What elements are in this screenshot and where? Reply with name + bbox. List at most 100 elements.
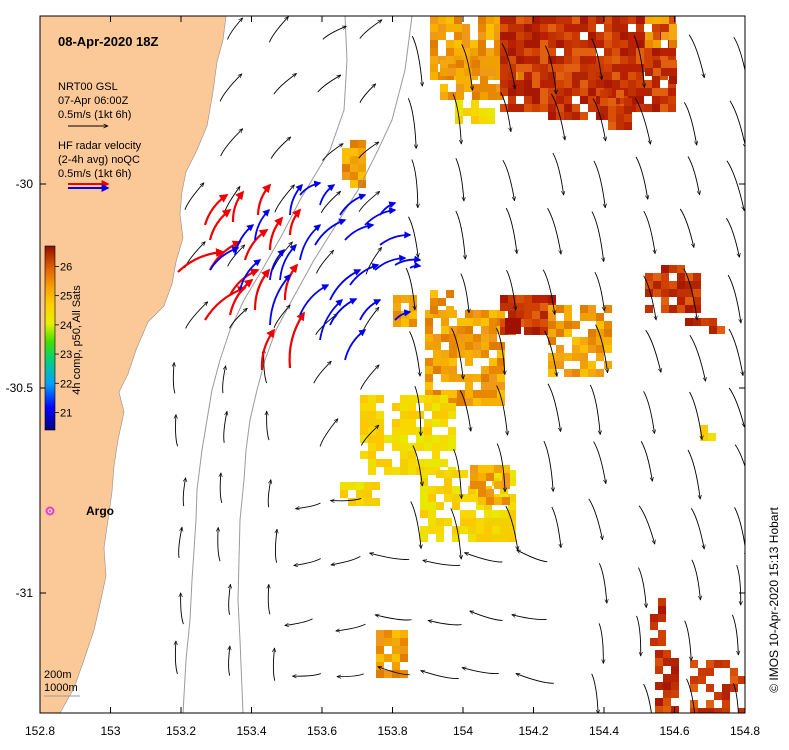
model-vector [267,480,271,508]
x-tick-label: 154.8 [730,724,760,738]
radar-vector-blue [299,180,322,196]
radar-vector-red [288,311,305,369]
argo-float-marker[interactable] [45,506,55,516]
model-vector [358,191,380,212]
model-vector [270,137,291,159]
model-legend: NRT00 GSL 07-Apr 06:00Z 0.5m/s (1kt 6h) [58,81,131,126]
model-vector [501,43,515,89]
model-vector [370,553,410,560]
model-vector [496,385,508,436]
model-vector [185,302,208,329]
model-vector [505,207,517,253]
model-vector [684,620,692,661]
radar-vector-blue [329,298,358,326]
radar-vector-blue [379,201,397,216]
radar-vector-blue [234,224,255,256]
x-tick-label: 154.6 [659,724,689,738]
model-vector [500,92,511,131]
model-vector [229,646,230,676]
model-vector [268,584,270,615]
x-tick-label: 153 [100,724,120,738]
model-vector [267,411,270,441]
model-vector [688,34,704,78]
radar-vector-blue [349,263,380,286]
colorbar-tick-label: 23 [60,349,72,361]
model-vector [316,250,333,274]
contour-1000m [237,16,413,713]
model-vector [550,93,565,140]
model-vector [275,529,277,563]
x-axis-labels: 152.8 153 153.2 153.4 153.6 153.8 154 15… [25,724,760,738]
legend-model-line: NRT00 GSL [58,81,118,93]
x-tick-label: 154.2 [518,724,548,738]
model-vector [496,327,505,374]
model-vector [512,615,547,620]
colorbar-tick-label: 26 [60,261,72,273]
radar-vector-red [177,248,225,273]
model-vector [727,274,741,323]
model-vector [517,549,548,563]
model-vector [178,527,182,559]
model-vector [643,210,655,254]
radar-vector-blue [279,243,298,281]
model-vector [218,527,221,562]
model-vector [643,391,655,433]
model-vector [222,366,226,394]
radar-vector-blue [269,273,291,326]
model-vector [407,98,416,148]
model-vector [516,674,554,684]
model-vector [638,505,655,544]
legend-radar-line: (2-4h avg) noQC [58,154,140,166]
model-vector [589,384,600,435]
model-vector [317,74,341,93]
colorbar-tick-label: 21 [60,407,72,419]
radar-vector-red [260,328,276,371]
model-vector [176,415,179,447]
legend-radar-line: 0.5m/s (1kt 6h) [58,168,131,180]
radar-vector-blue [374,254,407,271]
model-vector [410,501,421,548]
model-vector [462,668,499,675]
model-vector [542,269,555,315]
radar-legend: HF radar velocity (2-4h avg) noQC 0.5m/s… [58,140,142,192]
radar-vector-blue [344,329,367,361]
model-vector [223,411,227,443]
model-vector [638,567,646,608]
model-vector [412,445,422,485]
legend-model-line: 07-Apr 06:00Z [58,95,129,107]
x-tick-label: 153.8 [377,724,407,738]
legend-model-line: 0.5m/s (1kt 6h) [58,109,131,121]
axis-ticks [39,16,746,713]
model-vector [679,208,694,248]
model-vector [173,363,175,394]
model-vector [409,331,421,376]
model-vector [593,160,605,208]
depth-label-200m: 200m [44,669,72,681]
map-title: 08-Apr-2020 18Z [58,34,158,49]
colorbar-ticks: 26 25 24 23 22 21 [55,261,72,419]
model-vector [378,667,410,676]
model-vector [423,560,461,566]
x-tick-label: 154 [453,724,473,738]
model-vector [459,390,471,431]
radar-vector-blue [289,183,303,216]
model-vector [729,100,745,148]
model-vector [689,335,706,381]
radar-vector-blue [364,207,397,226]
model-vector [634,97,650,144]
model-vector [220,473,222,503]
contour-200m [182,16,348,713]
model-vector [595,324,608,373]
model-vector [544,330,557,376]
model-vector [414,386,421,436]
radar-vector-blue [209,246,240,271]
hf-radar-vectors [177,180,422,371]
model-vector [731,614,738,655]
model-vector [273,305,290,328]
model-vector [643,683,652,713]
model-vector [547,383,561,432]
model-vector [598,623,603,663]
model-vector [452,93,461,144]
radar-vector-red [203,194,229,226]
